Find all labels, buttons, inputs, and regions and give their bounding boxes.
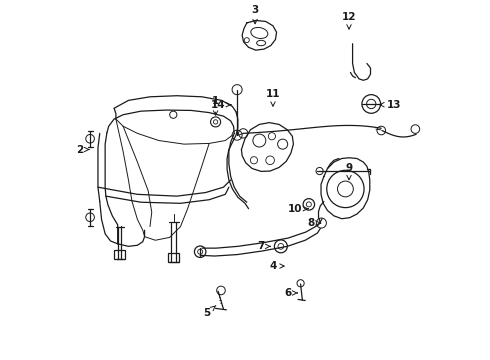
Text: 9: 9	[345, 163, 353, 180]
Text: 5: 5	[204, 306, 216, 318]
Text: 2: 2	[75, 144, 89, 154]
Text: 14: 14	[211, 100, 231, 110]
FancyBboxPatch shape	[115, 250, 125, 259]
Text: 8: 8	[308, 218, 320, 228]
Text: 4: 4	[270, 261, 284, 271]
Text: 13: 13	[380, 100, 401, 110]
Text: 3: 3	[251, 5, 259, 24]
Text: 1: 1	[212, 96, 219, 115]
Text: 7: 7	[257, 241, 270, 251]
Text: 10: 10	[288, 204, 308, 214]
Text: 6: 6	[284, 288, 297, 298]
Text: 11: 11	[266, 89, 280, 106]
Text: 12: 12	[342, 12, 356, 29]
FancyBboxPatch shape	[168, 253, 179, 262]
